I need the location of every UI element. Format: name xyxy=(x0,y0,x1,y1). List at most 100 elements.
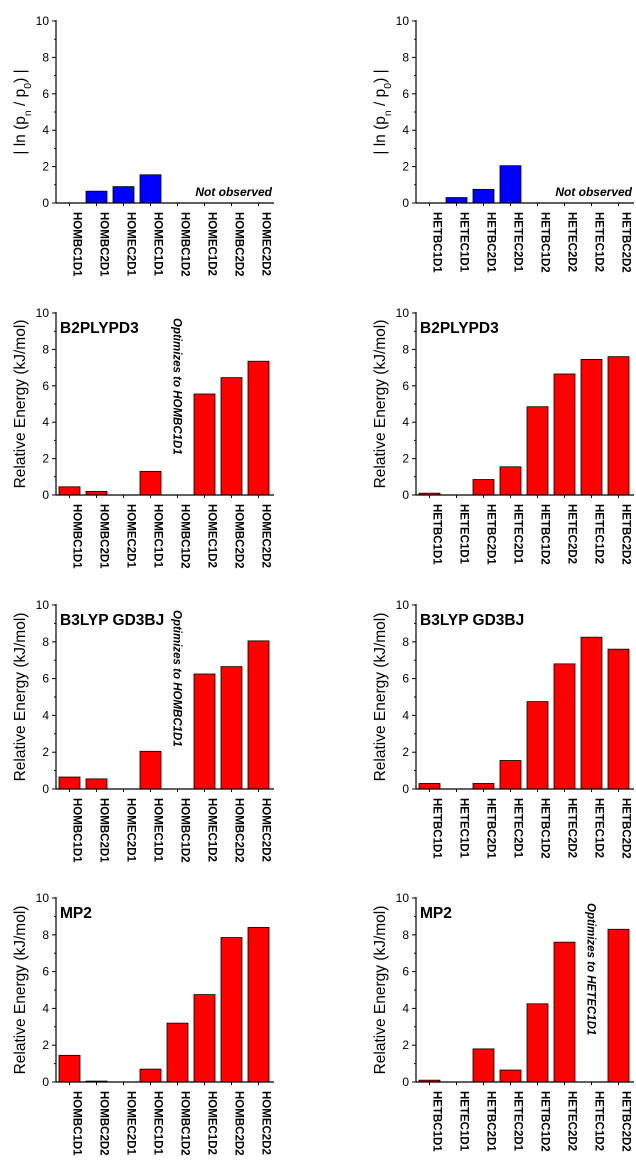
x-tick-label: HOMBC1D1 xyxy=(71,212,83,277)
x-tick-label: HETEC1D1 xyxy=(458,1091,470,1152)
bar-hetbc2d1 xyxy=(473,1049,494,1082)
chart-panel-3: 0246810HOMBC1D1 HOMBC2D1 HOMEC2D1 HOMEC1D1 H… xyxy=(12,306,274,569)
y-tick-label: 8 xyxy=(402,342,409,356)
x-tick-label: HOMEC2D2 xyxy=(260,212,272,276)
y-tick-label: 2 xyxy=(42,745,49,759)
bar-hombc2d1 xyxy=(86,191,107,203)
bar-hetbc1d2 xyxy=(527,702,548,789)
bar-homec1d1 xyxy=(140,1069,161,1082)
chart-panel-1: 0 2 4 6 8 10 HOMBC1D1 HOMBC2D1 HOMEC2D1 HOMEC1D1 H… xyxy=(12,14,274,277)
y-tick-label: 2 xyxy=(42,452,49,466)
x-tick-label: HETEC2D2 xyxy=(566,212,578,272)
x-tick-label: HOMEC1D2 xyxy=(206,504,218,568)
bar-hetec2d1 xyxy=(500,467,521,495)
bar-hetec2d2 xyxy=(554,664,575,789)
bar-hetec1d2 xyxy=(581,359,602,495)
panel-title: B2PLYPD3 xyxy=(60,320,139,337)
bar-hetec2d1 xyxy=(500,166,521,203)
y-axis-label-part: | ln (p xyxy=(372,116,389,155)
bar-hetbc2d2 xyxy=(608,649,629,789)
y-tick-label: 4 xyxy=(42,415,49,429)
bar-hetbc2d2 xyxy=(608,929,629,1082)
x-tick-label: HETBC1D1 xyxy=(431,1091,443,1152)
x-tick-label: HETEC1D1 xyxy=(458,798,470,859)
panel-title: MP2 xyxy=(60,905,92,922)
x-tick-label: HETBC1D2 xyxy=(539,212,551,273)
y-axis-label: Relative Energy (kJ/mol) xyxy=(12,906,29,1075)
x-tick-label: HETBC2D1 xyxy=(485,1091,497,1152)
y-tick-label: 6 xyxy=(402,87,409,101)
y-tick-label: 4 xyxy=(402,1001,409,1015)
y-tick-label: 6 xyxy=(42,379,49,393)
y-axis-label-part: ) | xyxy=(372,69,389,83)
optimizes-annotation: Optimizes to HOMBC1D1 xyxy=(171,610,183,747)
y-tick-label: 2 xyxy=(402,745,409,759)
x-tick-label: HOMBC2D2 xyxy=(233,504,245,569)
y-tick-label: 4 xyxy=(42,123,49,137)
y-tick-label: 8 xyxy=(402,928,409,942)
x-tick-label: HOMEC1D1 xyxy=(152,504,164,569)
y-tick-label: 10 xyxy=(396,306,410,320)
x-tick-label: HOMEC1D1 xyxy=(152,212,164,277)
y-axis-label-part: / p xyxy=(12,89,29,111)
y-tick-label: 8 xyxy=(42,928,49,942)
y-tick-label: 8 xyxy=(402,635,409,649)
y-tick-label: 4 xyxy=(402,123,409,137)
y-axis-label-part: ) | xyxy=(12,69,29,83)
x-tick-label: HOMEC2D2 xyxy=(260,504,272,568)
y-tick-label: 8 xyxy=(42,635,49,649)
x-tick-label: HETBC1D2 xyxy=(539,1091,551,1152)
x-tick-label: HETBC2D1 xyxy=(485,212,497,273)
y-tick-label: 10 xyxy=(36,306,50,320)
x-tick-label: HETBC1D2 xyxy=(539,798,551,859)
x-tick-label: HOMEC2D2 xyxy=(260,798,272,862)
y-tick-label: 4 xyxy=(402,415,409,429)
x-tick-label: HOMEC1D2 xyxy=(206,798,218,862)
y-tick-label: 10 xyxy=(36,598,50,612)
bar-homec1d1 xyxy=(140,175,161,203)
not-observed-note: Not observed xyxy=(555,185,632,199)
x-tick-label: HOMBC1D1 xyxy=(71,1091,83,1156)
x-tick-label: HOMBC1D1 xyxy=(71,504,83,569)
x-tick-label: HOMEC2D1 xyxy=(125,1091,137,1156)
x-tick-label: HOMBC2D2 xyxy=(233,1091,245,1156)
y-tick-label: 8 xyxy=(42,50,49,64)
y-tick-label: 10 xyxy=(36,14,50,28)
y-axis-label-part: | ln (p xyxy=(12,116,29,155)
y-tick-label: 8 xyxy=(402,50,409,64)
bar-hetec2d2 xyxy=(554,942,575,1082)
bar-hetbc1d2 xyxy=(527,407,548,495)
x-tick-label: HETBC1D1 xyxy=(431,798,443,859)
bar-homec1d2 xyxy=(194,394,215,495)
y-tick-label: 0 xyxy=(402,196,409,210)
x-tick-label: HOMBC2D1 xyxy=(98,798,110,863)
bar-homec2d2 xyxy=(248,927,269,1082)
x-tick-label: HETBC2D2 xyxy=(620,212,632,273)
bar-hetec2d1 xyxy=(500,760,521,789)
bar-hombc1d1 xyxy=(59,487,80,495)
y-tick-label: 8 xyxy=(42,342,49,356)
bar-hetec1d2 xyxy=(581,637,602,789)
y-tick-label: 6 xyxy=(402,672,409,686)
x-tick-label: HOMEC2D2 xyxy=(260,1091,272,1155)
x-tick-label: HETBC2D1 xyxy=(485,504,497,565)
x-tick-label: HETBC2D2 xyxy=(620,798,632,859)
bar-hetec2d1 xyxy=(500,1070,521,1082)
x-tick-label: HETEC1D2 xyxy=(593,212,605,272)
y-axis-label: | ln (pn / p0) | xyxy=(372,69,394,154)
y-tick-label: 0 xyxy=(42,488,49,502)
x-tick-label: HETEC1D2 xyxy=(593,798,605,858)
y-axis-label: Relative Energy (kJ/mol) xyxy=(372,320,389,489)
y-tick-label: 10 xyxy=(396,891,410,905)
y-tick-label: 4 xyxy=(42,1001,49,1015)
x-tick-label: HETEC1D1 xyxy=(458,504,470,565)
y-tick-label: 6 xyxy=(42,965,49,979)
bar-hetec1d1 xyxy=(446,198,467,203)
y-tick-label: 0 xyxy=(42,782,49,796)
y-tick-label: 6 xyxy=(42,672,49,686)
bar-homec2d2 xyxy=(248,361,269,495)
x-tick-label: HETEC2D2 xyxy=(566,1091,578,1151)
bar-hetbc2d2 xyxy=(608,357,629,495)
x-tick-label: HETEC1D2 xyxy=(593,1091,605,1151)
chart-panel-6: 0 2 4 6 8 10 HETBC1D1 HETEC1D1 HETBC2D1 HETEC2D1 H… xyxy=(372,598,634,859)
